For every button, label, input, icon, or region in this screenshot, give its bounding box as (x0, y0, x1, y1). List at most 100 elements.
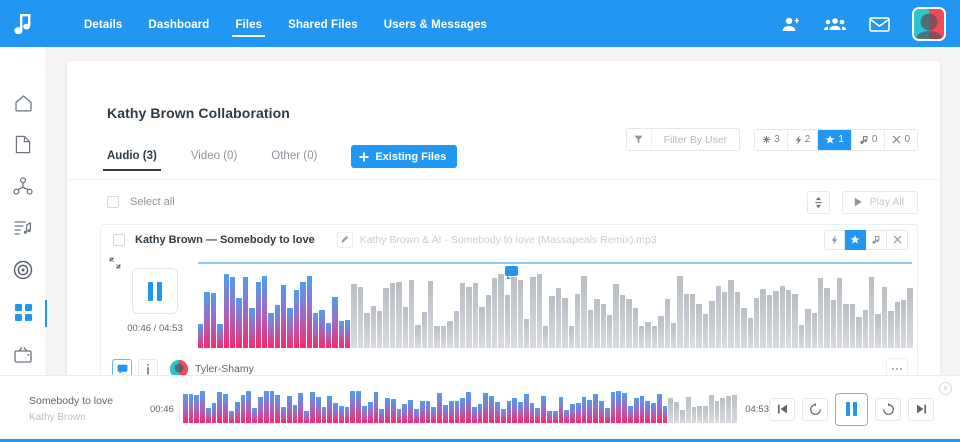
sidebar-item-records[interactable] (0, 249, 47, 291)
tab-divider (67, 179, 940, 180)
waveform-bar (298, 392, 304, 423)
waveform-bar (506, 401, 512, 423)
waveform-bar (753, 298, 760, 348)
bolt-icon (795, 134, 801, 145)
existing-files-button[interactable]: Existing Files (351, 145, 458, 168)
waveform-bar (564, 410, 570, 423)
track-action-remove[interactable] (887, 229, 908, 250)
expand-arrows-icon[interactable] (109, 256, 121, 274)
waveform-bar (338, 321, 344, 348)
brand-logo[interactable] (0, 13, 48, 35)
track-filename: Kathy Brown & AI - Somebody to love (Mas… (359, 233, 657, 246)
sidebar-item-share[interactable] (0, 166, 47, 208)
music-note-icon (14, 13, 31, 34)
track-footer-right (886, 358, 908, 375)
track-pause-button[interactable] (132, 268, 178, 314)
waveform-bar (489, 396, 494, 423)
waveform-bar (668, 397, 674, 423)
tv-broadcast-icon (14, 346, 32, 363)
track-checkbox[interactable] (113, 233, 125, 246)
waveform-bar (658, 315, 664, 348)
people-group-icon[interactable] (824, 13, 846, 35)
waveform-bar (728, 280, 734, 348)
segment-close[interactable]: 0 (885, 129, 917, 150)
track-action-bolt[interactable] (824, 229, 845, 250)
forward-5-icon[interactable] (875, 397, 901, 421)
close-circle-icon[interactable]: × (939, 382, 952, 395)
waveform-bar (402, 403, 408, 423)
segment-music-note[interactable]: 0 (851, 129, 886, 150)
waveform-bar (425, 400, 431, 423)
segment-star[interactable]: 1 (818, 129, 852, 150)
rating-filter-segments: 3 2 1 0 0 (754, 128, 918, 151)
waveform-bar (414, 408, 419, 423)
segment-bolt[interactable]: 2 (787, 129, 819, 150)
nav-item-details[interactable]: Details (84, 0, 122, 47)
waveform-bar (223, 394, 229, 423)
comment-bubble-marker[interactable] (505, 266, 519, 279)
info-icon[interactable] (138, 359, 158, 375)
mail-icon[interactable] (868, 13, 890, 35)
close-icon (892, 135, 901, 144)
waveform-bar (287, 307, 293, 348)
player-pause-button[interactable] (835, 392, 868, 426)
filter-placeholder: Filter By User (663, 133, 728, 146)
waveform-bar (811, 312, 817, 348)
tab-video[interactable]: Video (0) (191, 150, 237, 171)
player-waveform[interactable] (182, 387, 737, 431)
skip-previous-icon[interactable] (769, 397, 795, 421)
waveform-bar (200, 391, 205, 423)
waveform-bar (888, 310, 894, 348)
waveform[interactable] (198, 262, 913, 354)
waveform-bar (734, 292, 741, 348)
nav-item-dashboard[interactable]: Dashboard (148, 0, 209, 47)
waveform-bar (702, 313, 709, 348)
tab-other[interactable]: Other (0) (271, 150, 317, 171)
waveform-bar (587, 310, 594, 348)
waveform-bar (511, 276, 517, 348)
waveform-bar (766, 294, 773, 348)
waveform-bar (255, 282, 261, 348)
skip-next-icon[interactable] (908, 397, 934, 421)
sidebar-item-home[interactable] (0, 82, 47, 124)
waveform-timeline[interactable] (198, 262, 912, 264)
segment-asterisk[interactable]: 3 (755, 129, 788, 150)
avatar-body (916, 30, 942, 39)
nav-item-shared-files[interactable]: Shared Files (288, 0, 358, 47)
waveform-bars[interactable] (198, 267, 913, 348)
nav-item-files[interactable]: Files (232, 0, 265, 47)
more-options-icon[interactable] (886, 358, 908, 375)
sort-button[interactable] (806, 190, 830, 214)
track-action-music-note[interactable] (866, 229, 887, 250)
horizontal-scrollbar[interactable] (0, 439, 960, 442)
sidebar-item-apps[interactable] (0, 291, 48, 333)
track-action-star[interactable] (845, 229, 866, 250)
track-owner-name: Tyler-Shamy (195, 363, 254, 375)
filter-by-user-input[interactable]: Filter By User (625, 128, 741, 151)
waveform-bar (622, 392, 627, 423)
waveform-bar (555, 287, 562, 348)
waveform-bar (300, 282, 306, 348)
waveform-bar (633, 398, 639, 423)
play-all-button[interactable]: Play All (841, 190, 918, 214)
waveform-bar (242, 277, 249, 348)
rewind-5-icon[interactable] (802, 397, 828, 421)
player-waveform-bars[interactable] (182, 389, 737, 423)
tab-audio[interactable]: Audio (3) (103, 150, 161, 171)
waveform-bar (356, 390, 361, 423)
waveform-bar (690, 294, 696, 348)
add-person-icon[interactable] (780, 13, 802, 35)
select-all-checkbox[interactable] (107, 196, 119, 208)
sidebar-item-broadcast[interactable] (0, 333, 47, 375)
avatar[interactable] (912, 6, 946, 41)
play-all-label: Play All (869, 196, 904, 208)
comment-icon[interactable] (112, 359, 132, 375)
waveform-bar (575, 294, 581, 348)
pencil-icon[interactable] (336, 231, 353, 248)
waveform-bar (562, 298, 568, 348)
sidebar-item-files[interactable] (0, 124, 47, 166)
waveform-bar (344, 407, 350, 423)
track-actions (824, 229, 908, 250)
sidebar-item-playlist[interactable] (0, 208, 47, 250)
nav-item-users-messages[interactable]: Users & Messages (384, 0, 487, 47)
